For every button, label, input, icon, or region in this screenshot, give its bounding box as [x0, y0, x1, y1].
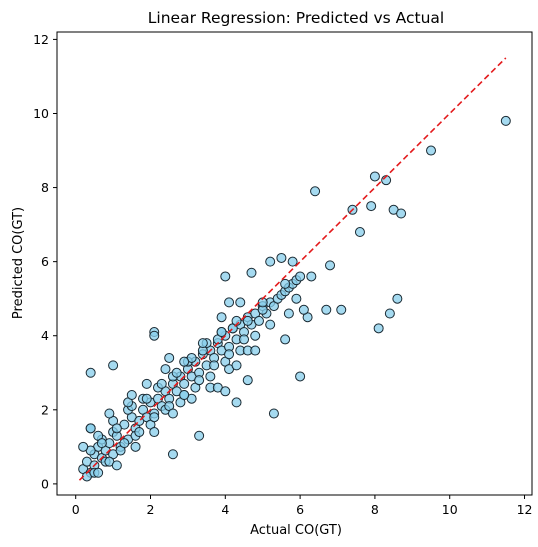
x-tick-label: 8 — [371, 502, 379, 517]
data-point — [149, 412, 160, 423]
data-point — [179, 378, 190, 389]
data-point — [216, 327, 227, 338]
data-point — [209, 360, 220, 371]
data-point — [160, 364, 171, 375]
y-tick-label: 8 — [41, 180, 49, 195]
y-tick-label: 0 — [41, 476, 49, 491]
data-point — [295, 271, 306, 282]
data-point — [78, 441, 89, 452]
data-point — [134, 427, 145, 438]
data-point — [111, 423, 122, 434]
data-points — [78, 115, 511, 482]
data-point — [246, 267, 257, 278]
data-point — [171, 367, 182, 378]
reference-line-layer — [78, 57, 507, 481]
data-point — [85, 367, 96, 378]
reference-line — [78, 57, 507, 481]
data-point — [336, 304, 347, 315]
data-point — [280, 334, 291, 345]
data-point — [149, 330, 160, 341]
data-point — [250, 345, 261, 356]
data-point — [141, 393, 152, 404]
data-point — [85, 423, 96, 434]
data-point — [130, 441, 141, 452]
data-point — [280, 278, 291, 289]
data-point — [283, 308, 294, 319]
data-point — [291, 293, 302, 304]
data-point — [224, 349, 235, 360]
data-point — [276, 252, 287, 263]
x-tick-label: 2 — [147, 502, 155, 517]
data-point — [242, 315, 253, 326]
data-point — [156, 378, 167, 389]
data-point — [265, 256, 276, 267]
data-point — [268, 408, 279, 419]
data-point — [384, 308, 395, 319]
data-point — [373, 323, 384, 334]
data-point — [111, 460, 122, 471]
data-point — [96, 438, 107, 449]
data-point — [265, 319, 276, 330]
data-point — [216, 312, 227, 323]
x-axis-label: Actual CO(GT) — [250, 523, 342, 538]
data-point — [426, 145, 437, 156]
y-tick-label: 4 — [41, 328, 49, 343]
data-point — [141, 378, 152, 389]
data-point — [235, 297, 246, 308]
data-point — [321, 304, 332, 315]
data-point — [396, 208, 407, 219]
data-point — [126, 389, 137, 400]
data-point — [325, 260, 336, 271]
data-point — [250, 330, 261, 341]
data-point — [239, 334, 250, 345]
x-tick-label: 10 — [442, 502, 458, 517]
data-point — [197, 338, 208, 349]
data-point — [224, 297, 235, 308]
data-point — [220, 386, 231, 397]
data-point — [179, 389, 190, 400]
data-point — [295, 371, 306, 382]
y-tick-label: 10 — [33, 106, 49, 121]
data-point — [93, 467, 104, 478]
y-tick-label: 12 — [33, 32, 49, 47]
plot-area-frame — [56, 31, 533, 496]
data-point — [310, 186, 321, 197]
data-point — [194, 430, 205, 441]
x-tick-label: 4 — [221, 502, 229, 517]
data-point — [104, 408, 115, 419]
x-tick-label: 0 — [72, 502, 80, 517]
data-point — [392, 293, 403, 304]
chart-title: Linear Regression: Predicted vs Actual — [148, 9, 444, 27]
x-tick-label: 6 — [296, 502, 304, 517]
x-axis: 0 2 4 6 8 10 12 — [72, 495, 533, 517]
x-tick-label: 12 — [517, 502, 533, 517]
y-tick-label: 6 — [41, 254, 49, 269]
data-point — [205, 371, 216, 382]
data-point — [231, 397, 242, 408]
data-point — [231, 360, 242, 371]
data-point — [253, 315, 264, 326]
data-point — [220, 271, 231, 282]
y-axis: 0 2 4 6 8 10 12 — [33, 32, 57, 491]
data-point — [167, 449, 178, 460]
data-point — [149, 427, 160, 438]
data-point — [366, 201, 377, 212]
data-point — [354, 227, 365, 238]
data-point — [369, 171, 380, 182]
data-point — [306, 271, 317, 282]
data-point — [167, 408, 178, 419]
y-axis-label: Predicted CO(GT) — [11, 207, 26, 319]
y-tick-label: 2 — [41, 402, 49, 417]
data-point — [287, 256, 298, 267]
data-point — [500, 115, 511, 126]
data-point — [108, 360, 119, 371]
data-point — [179, 356, 190, 367]
data-point — [164, 352, 175, 363]
data-point — [119, 438, 130, 449]
data-point — [242, 375, 253, 386]
data-point — [194, 375, 205, 386]
data-point — [298, 304, 309, 315]
